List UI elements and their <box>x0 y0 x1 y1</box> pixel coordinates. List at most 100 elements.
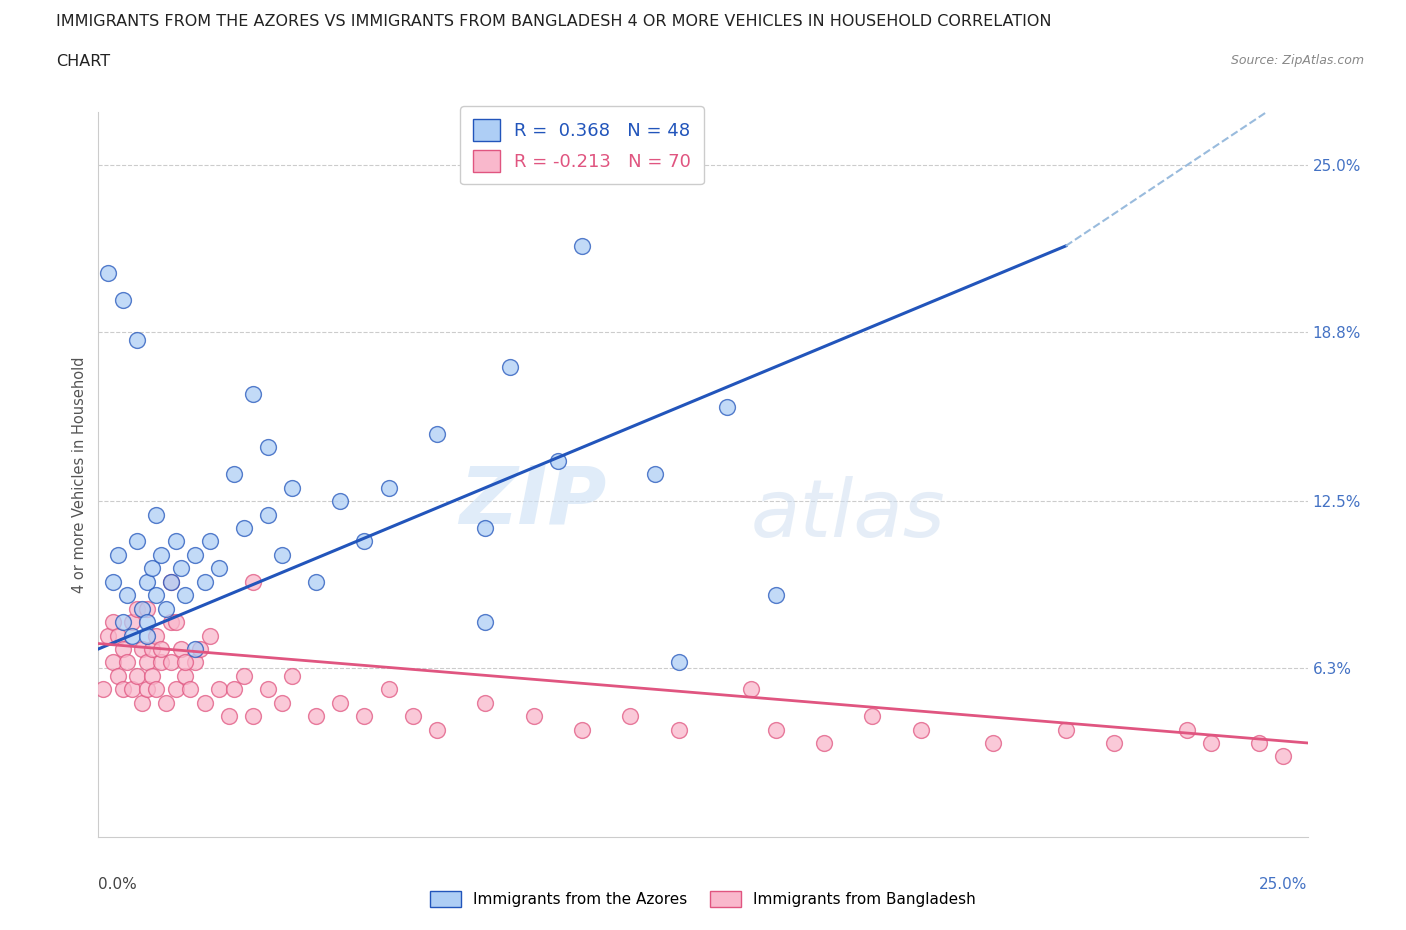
Point <box>135 615 157 630</box>
Point <box>271 696 294 711</box>
Point <box>281 480 304 495</box>
Point <box>135 655 157 670</box>
Point <box>131 642 153 657</box>
Point <box>184 642 207 657</box>
Point <box>194 575 217 590</box>
Text: atlas: atlas <box>751 475 945 553</box>
Text: Source: ZipAtlas.com: Source: ZipAtlas.com <box>1230 54 1364 67</box>
Point <box>194 696 217 711</box>
Point <box>860 709 883 724</box>
Point <box>981 736 1004 751</box>
Point <box>117 588 139 603</box>
Point <box>765 722 787 737</box>
Point <box>121 615 143 630</box>
Point <box>1199 736 1222 751</box>
Text: ZIP: ZIP <box>458 462 606 540</box>
Point <box>107 669 129 684</box>
Point <box>127 534 149 549</box>
Point <box>222 682 245 697</box>
Legend: Immigrants from the Azores, Immigrants from Bangladesh: Immigrants from the Azores, Immigrants f… <box>425 884 981 913</box>
Point <box>169 642 191 657</box>
Point <box>523 709 546 724</box>
Point <box>145 588 167 603</box>
Point <box>1102 736 1125 751</box>
Point <box>111 682 134 697</box>
Point <box>402 709 425 724</box>
Point <box>91 682 114 697</box>
Point <box>184 548 207 563</box>
Point <box>97 628 120 643</box>
Point <box>97 265 120 280</box>
Point <box>174 588 197 603</box>
Point <box>547 454 569 469</box>
Point <box>107 548 129 563</box>
Point <box>910 722 932 737</box>
Point <box>111 642 134 657</box>
Point <box>353 709 375 724</box>
Point <box>165 682 187 697</box>
Point <box>208 561 231 576</box>
Point <box>198 534 221 549</box>
Point <box>716 400 738 415</box>
Point <box>169 561 191 576</box>
Point <box>145 628 167 643</box>
Point <box>101 655 124 670</box>
Point <box>242 575 264 590</box>
Point <box>571 722 593 737</box>
Point <box>668 655 690 670</box>
Point <box>145 682 167 697</box>
Point <box>474 521 496 536</box>
Point <box>135 628 157 643</box>
Point <box>101 575 124 590</box>
Point <box>160 655 183 670</box>
Point <box>242 709 264 724</box>
Point <box>127 333 149 348</box>
Point <box>1272 749 1295 764</box>
Point <box>165 615 187 630</box>
Point <box>329 696 352 711</box>
Point <box>145 507 167 522</box>
Point <box>218 709 240 724</box>
Point <box>353 534 375 549</box>
Point <box>619 709 641 724</box>
Point <box>184 655 207 670</box>
Point <box>135 682 157 697</box>
Point <box>377 480 399 495</box>
Point <box>127 601 149 616</box>
Point <box>232 669 254 684</box>
Point <box>571 238 593 253</box>
Point <box>256 440 278 455</box>
Point <box>141 642 163 657</box>
Point <box>160 615 183 630</box>
Point <box>474 615 496 630</box>
Point <box>150 642 173 657</box>
Point <box>160 575 183 590</box>
Point <box>160 575 183 590</box>
Point <box>644 467 666 482</box>
Point <box>198 628 221 643</box>
Point <box>111 615 134 630</box>
Point <box>155 601 177 616</box>
Point <box>127 669 149 684</box>
Point <box>256 507 278 522</box>
Point <box>188 642 211 657</box>
Point <box>174 669 197 684</box>
Point <box>813 736 835 751</box>
Point <box>150 548 173 563</box>
Point <box>426 722 449 737</box>
Point <box>222 467 245 482</box>
Point <box>668 722 690 737</box>
Point <box>1175 722 1198 737</box>
Point <box>208 682 231 697</box>
Point <box>131 696 153 711</box>
Point <box>765 588 787 603</box>
Point <box>1249 736 1271 751</box>
Point <box>121 628 143 643</box>
Point <box>305 575 328 590</box>
Point <box>117 655 139 670</box>
Point <box>281 669 304 684</box>
Text: 25.0%: 25.0% <box>1260 877 1308 892</box>
Point <box>135 575 157 590</box>
Point <box>101 615 124 630</box>
Text: IMMIGRANTS FROM THE AZORES VS IMMIGRANTS FROM BANGLADESH 4 OR MORE VEHICLES IN H: IMMIGRANTS FROM THE AZORES VS IMMIGRANTS… <box>56 14 1052 29</box>
